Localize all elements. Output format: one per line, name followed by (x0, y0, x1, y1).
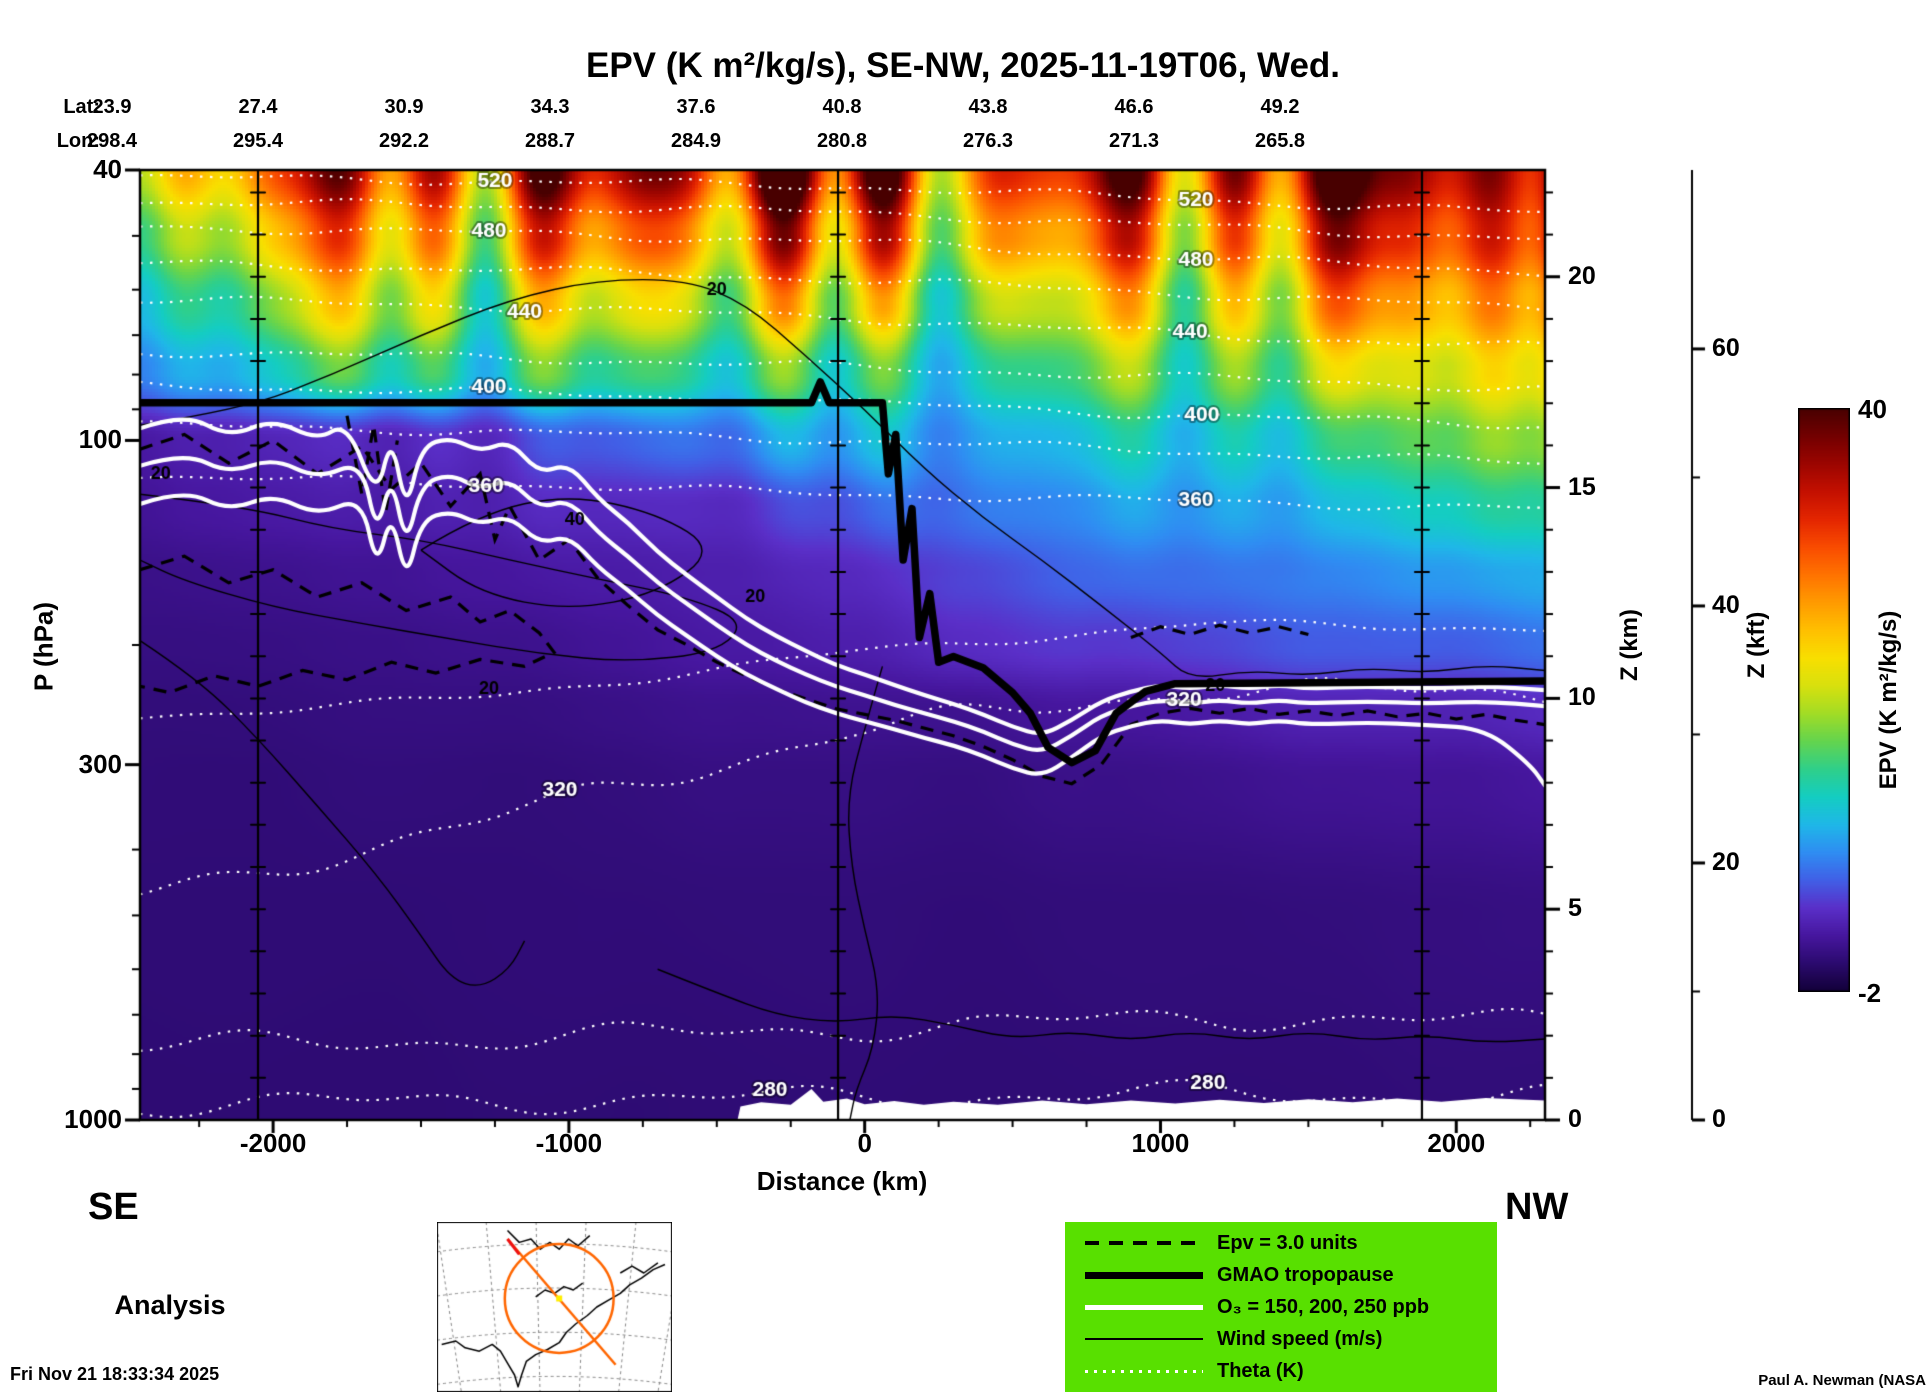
z-kft-tick-label: 0 (1712, 1105, 1726, 1133)
distance-tick-label: 0 (857, 1128, 872, 1158)
chart-title: EPV (K m²/kg/s), SE-NW, 2025-11-19T06, W… (585, 46, 1341, 85)
lon-tick-label: 284.9 (670, 130, 722, 152)
z-km-tick-label: 5 (1568, 894, 1582, 923)
legend-line-sample-thin-black (1085, 1338, 1203, 1340)
legend-box: Epv = 3.0 units GMAO tropopause O₃ = 150, … (1065, 1222, 1497, 1392)
lat-tick-label: 46.6 (1114, 96, 1154, 118)
z-km-axis-label: Z (km) (1616, 609, 1643, 681)
lat-row-label: Lat: (63, 96, 100, 118)
legend-item-label: GMAO tropopause (1217, 1263, 1394, 1286)
legend-line-sample-thick-black (1085, 1271, 1203, 1279)
lat-tick-label: 40.8 (822, 96, 862, 118)
distance-tick-label: 2000 (1427, 1128, 1486, 1158)
legend-item: Wind speed (m/s) (1065, 1328, 1497, 1351)
colorbar-unit-label: EPV (K m²/kg/s) (1875, 610, 1902, 790)
lat-tick-label: 43.8 (968, 96, 1008, 118)
lon-tick-label: 280.8 (816, 130, 868, 152)
legend-line-sample-dotted-white (1085, 1369, 1203, 1373)
lat-tick-label: 30.9 (384, 96, 424, 118)
timestamp: Fri Nov 21 18:33:34 2025 (10, 1364, 220, 1384)
z-kft-tick-label: 60 (1712, 333, 1740, 362)
z-km-tick-label: 20 (1568, 261, 1596, 290)
distance-tick-label: -1000 (535, 1128, 603, 1158)
z-km-tick-label: 15 (1568, 472, 1596, 501)
legend-item: O₃ = 150, 200, 250 ppb (1065, 1296, 1497, 1319)
z-kft-tick-label: 20 (1712, 847, 1740, 876)
colorbar-canvas (1798, 408, 1850, 992)
pressure-axis-label: P (hPa) (28, 601, 59, 692)
lon-tick-label: 292.2 (378, 130, 430, 152)
lon-tick-label: 276.3 (962, 130, 1014, 152)
distance-tick-label: -2000 (239, 1128, 307, 1158)
legend-item-label: O₃ = 150, 200, 250 ppb (1217, 1295, 1430, 1318)
lon-tick-label: 271.3 (1108, 130, 1160, 152)
legend-line-sample-dashed-black (1085, 1241, 1203, 1245)
legend-item: Theta (K) (1065, 1360, 1497, 1383)
distance-axis-label: Distance (km) (756, 1166, 928, 1196)
legend-line-sample-white-line (1085, 1304, 1203, 1310)
colorbar-min-label: -2 (1858, 978, 1882, 1008)
lat-tick-label: 27.4 (238, 96, 278, 118)
lon-tick-label: 298.4 (86, 130, 138, 152)
map-inset-canvas (437, 1222, 672, 1392)
legend-item-label: Epv = 3.0 units (1217, 1231, 1358, 1254)
lat-tick-label: 34.3 (530, 96, 570, 118)
z-km-tick-label: 0 (1568, 1105, 1582, 1133)
lat-tick-label: 49.2 (1260, 96, 1300, 118)
corner-label-se: SE (88, 1186, 139, 1228)
z-km-tick-label: 10 (1568, 683, 1596, 712)
lon-tick-label: 295.4 (232, 130, 284, 152)
pressure-tick-label: 100 (78, 424, 122, 455)
pressure-tick-label: 40 (93, 154, 122, 184)
lat-tick-label: 37.6 (676, 96, 716, 118)
legend-item: Epv = 3.0 units (1065, 1232, 1497, 1255)
analysis-label: Analysis (114, 1290, 226, 1320)
z-kft-axis-label: Z (kft) (1743, 611, 1770, 679)
corner-label-nw: NW (1505, 1186, 1569, 1228)
credit: Paul A. Newman (NASA (1758, 1372, 1926, 1389)
legend-item-label: Wind speed (m/s) (1217, 1327, 1383, 1350)
lon-tick-label: 265.8 (1254, 130, 1306, 152)
distance-tick-label: 1000 (1131, 1128, 1190, 1158)
lon-row-label: Lon: (56, 130, 100, 152)
colorbar-max-label: 40 (1858, 394, 1887, 424)
legend-item-label: Theta (K) (1217, 1359, 1304, 1382)
pressure-tick-label: 1000 (64, 1104, 122, 1134)
lon-tick-label: 288.7 (524, 130, 576, 152)
legend-item: GMAO tropopause (1065, 1264, 1497, 1287)
pressure-tick-label: 300 (78, 748, 122, 779)
z-kft-tick-label: 40 (1712, 590, 1740, 619)
lat-tick-label: 23.9 (92, 96, 132, 118)
